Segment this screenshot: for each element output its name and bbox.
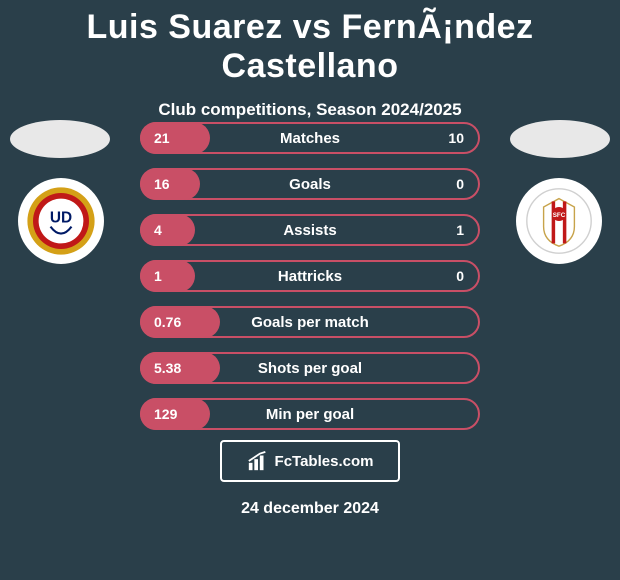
stat-p1-value: 5.38 bbox=[140, 352, 220, 384]
comparison-title: Luis Suarez vs FernÃ¡ndez Castellano bbox=[0, 0, 620, 86]
stat-row: 21 Matches 10 bbox=[140, 122, 480, 154]
stat-row: 0.76 Goals per match bbox=[140, 306, 480, 338]
stat-p1-value: 4 bbox=[140, 214, 195, 246]
stat-p1-value: 129 bbox=[140, 398, 210, 430]
stat-p1-value: 16 bbox=[140, 168, 200, 200]
stat-label: Min per goal bbox=[266, 406, 354, 423]
stat-p2-value: 1 bbox=[456, 222, 464, 238]
stat-p2-value: 0 bbox=[456, 176, 464, 192]
svg-text:SFC: SFC bbox=[553, 212, 566, 219]
player1-photo-placeholder bbox=[10, 120, 110, 158]
comparison-subtitle: Club competitions, Season 2024/2025 bbox=[0, 100, 620, 120]
stats-table: 21 Matches 10 16 Goals 0 4 Assists 1 1 Hattricks 0 0… bbox=[140, 122, 480, 444]
stat-label: Goals per match bbox=[251, 314, 369, 331]
stat-label: Hattricks bbox=[278, 268, 342, 285]
stat-row: 4 Assists 1 bbox=[140, 214, 480, 246]
sevilla-crest-icon: SFC bbox=[524, 186, 594, 256]
stat-row: 5.38 Shots per goal bbox=[140, 352, 480, 384]
player1-club-crest: UD bbox=[18, 178, 104, 264]
fctables-brand[interactable]: FcTables.com bbox=[220, 440, 400, 482]
almeria-crest-icon: UD bbox=[26, 186, 96, 256]
stat-row: 129 Min per goal bbox=[140, 398, 480, 430]
stat-p1-value: 0.76 bbox=[140, 306, 220, 338]
comparison-date: 24 december 2024 bbox=[0, 500, 620, 518]
stat-row: 1 Hattricks 0 bbox=[140, 260, 480, 292]
stat-label: Assists bbox=[283, 222, 336, 239]
stat-label: Goals bbox=[289, 176, 331, 193]
player2-club-crest: SFC bbox=[516, 178, 602, 264]
chart-icon bbox=[247, 450, 269, 472]
stat-label: Matches bbox=[280, 130, 340, 147]
stat-p2-value: 0 bbox=[456, 268, 464, 284]
brand-label: FcTables.com bbox=[275, 453, 374, 470]
stat-row: 16 Goals 0 bbox=[140, 168, 480, 200]
svg-text:UD: UD bbox=[50, 209, 72, 226]
stat-p1-value: 21 bbox=[140, 122, 210, 154]
player2-photo-placeholder bbox=[510, 120, 610, 158]
stat-p2-value: 10 bbox=[448, 130, 464, 146]
stat-label: Shots per goal bbox=[258, 360, 362, 377]
stat-p1-value: 1 bbox=[140, 260, 195, 292]
